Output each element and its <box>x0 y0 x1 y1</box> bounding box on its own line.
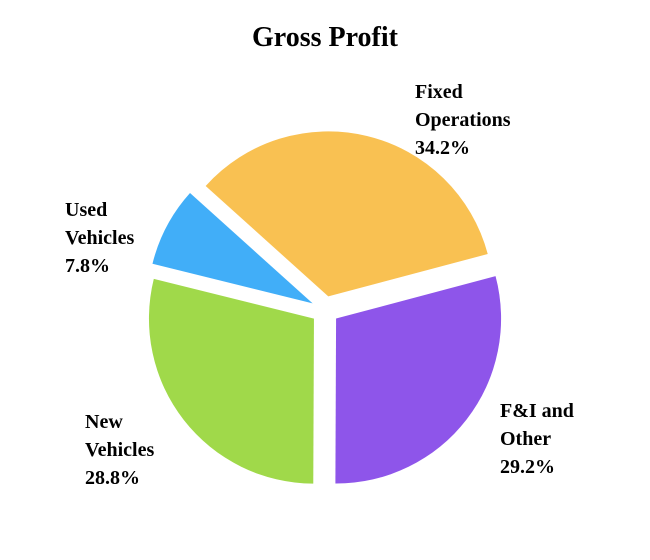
pie-slice <box>205 131 488 297</box>
slice-category: Used Vehicles <box>65 199 135 249</box>
slice-value: 7.8% <box>65 255 110 277</box>
slice-category: Fixed Operations <box>415 81 511 131</box>
pie-slice <box>148 278 314 484</box>
slice-value: 34.2% <box>415 137 470 159</box>
chart-title: Gross Profit <box>252 22 398 53</box>
slice-value: 29.2% <box>500 456 555 478</box>
slice-label: F&I and Other 29.2% <box>500 397 600 481</box>
slice-label: Used Vehicles 7.8% <box>65 196 165 280</box>
pie-slice <box>152 193 313 304</box>
slice-label: Fixed Operations 34.2% <box>415 78 515 162</box>
slice-value: 28.8% <box>85 467 140 489</box>
slice-label: New Vehicles 28.8% <box>85 408 185 492</box>
pie-slice <box>335 276 502 484</box>
slice-category: New Vehicles <box>85 411 155 461</box>
slice-category: F&I and Other <box>500 400 574 450</box>
